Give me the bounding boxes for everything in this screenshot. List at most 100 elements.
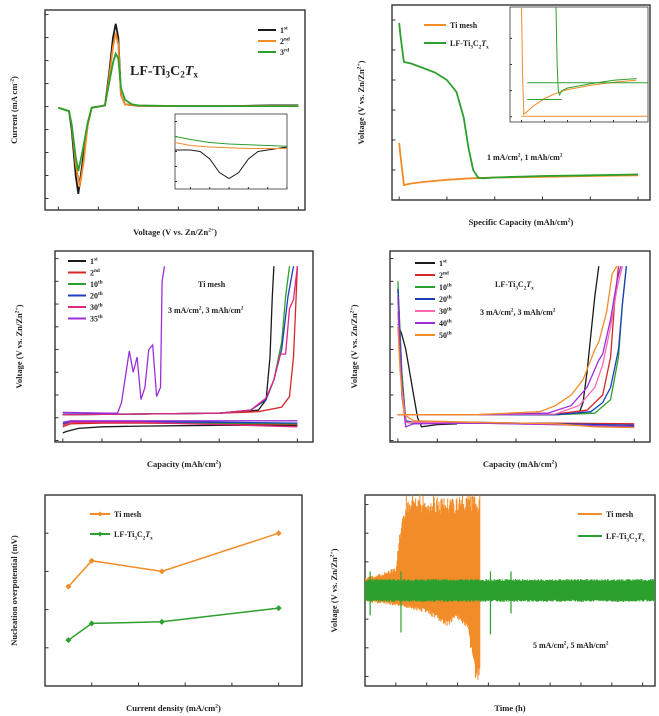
label-fragment: 2 xyxy=(439,295,443,304)
label-fragment: 0 xyxy=(443,307,447,316)
legend-label: 1st xyxy=(439,259,447,269)
label-fragment: Current (mA xyxy=(9,94,19,143)
label-fragment: 2 xyxy=(215,704,218,710)
label-fragment: T xyxy=(637,532,643,541)
label-fragment: Ti mesh xyxy=(606,510,634,519)
legend-label: 3rd xyxy=(280,48,289,58)
legend-label: Ti mesh xyxy=(606,510,634,519)
label-fragment: 1 mA/ xyxy=(487,153,508,162)
series-plate-35th xyxy=(62,266,166,414)
legend-label: LF-Ti3C2Tx xyxy=(606,532,645,544)
label-fragment: 3 mA/ xyxy=(168,306,189,315)
inset-series-line xyxy=(175,142,287,149)
label-fragment: Capacity (mAh/ xyxy=(483,459,541,469)
label-fragment: cm xyxy=(9,84,19,95)
series-line-lf-ti3c2tx xyxy=(398,22,639,180)
label-fragment: 2+ xyxy=(350,307,356,313)
label-fragment: ) xyxy=(14,304,24,307)
data-point xyxy=(65,583,72,590)
annotation-label: LF-Ti3C2Tx xyxy=(130,64,198,80)
label-fragment: 5 xyxy=(94,315,98,324)
label-fragment: 1 xyxy=(280,26,284,35)
label-fragment: ) xyxy=(349,304,359,307)
series-group-d xyxy=(397,265,635,429)
label-fragment: 0 xyxy=(443,295,447,304)
label-fragment: cm xyxy=(550,153,561,162)
series-strip-30th xyxy=(62,421,298,428)
label-fragment: LF- xyxy=(606,532,619,541)
label-fragment: ) xyxy=(218,459,221,469)
label-fragment: cm xyxy=(205,459,216,469)
label-fragment: Time (h) xyxy=(494,703,525,713)
label-fragment: 1 xyxy=(439,259,443,268)
y-axis-label: Nucleation overpotential (mV) xyxy=(9,535,19,646)
series-line-lf-ti3c2tx xyxy=(67,607,279,641)
label-fragment: 3 xyxy=(166,70,171,80)
label-fragment: Capacity (mAh/ xyxy=(147,459,205,469)
label-fragment: nd xyxy=(94,268,100,274)
label-fragment: cm xyxy=(557,217,568,227)
inset-a xyxy=(175,136,287,180)
label-fragment: Zn xyxy=(349,313,359,324)
label-fragment: th xyxy=(98,314,103,320)
material-label: LF-Ti3C2Tx xyxy=(495,280,534,292)
legend-label: 1st xyxy=(90,257,98,267)
data-point xyxy=(88,620,95,627)
label-fragment: 2 xyxy=(280,37,284,46)
legend-marker xyxy=(97,511,103,517)
condition-label: 3 mA/cm2, 3 mAh/cm2 xyxy=(480,308,556,318)
condition-label: 3 mA/cm2, 3 mAh/cm2 xyxy=(168,306,244,316)
y-axis-label: Voltage (V vs. Zn/Zn2+) xyxy=(349,304,359,388)
label-fragment: 0 xyxy=(94,280,98,289)
label-fragment: st xyxy=(443,259,447,265)
y-axis-label: Voltage (V vs. Zn/Zn2+) xyxy=(14,304,24,388)
label-fragment: 3 xyxy=(626,538,629,544)
label-fragment: cm xyxy=(543,308,554,317)
label-fragment: ) xyxy=(554,459,557,469)
label-fragment: 2+ xyxy=(15,307,21,313)
label-fragment: 0 xyxy=(94,292,98,301)
label-fragment: cm xyxy=(231,306,242,315)
series-line-ti-mesh xyxy=(67,532,279,588)
label-fragment: cm xyxy=(554,641,565,650)
label-fragment: 2 xyxy=(560,153,563,159)
label-fragment: Voltage (V vs. Zn/ xyxy=(133,227,198,237)
label-fragment: C xyxy=(629,532,635,541)
label-fragment: 2 xyxy=(635,538,638,544)
legend-label: 30th xyxy=(90,303,103,313)
label-fragment: cm xyxy=(189,306,200,315)
material-label: Ti mesh xyxy=(198,280,226,289)
legend-label: 1st xyxy=(280,26,288,36)
label-fragment: -2 xyxy=(10,79,16,84)
label-fragment: Ti xyxy=(619,532,627,541)
label-fragment: C xyxy=(473,39,479,48)
legend-label: 20th xyxy=(439,295,452,305)
inset-series-line xyxy=(175,146,287,180)
label-fragment: , 3 mAh/ xyxy=(513,308,543,317)
label-fragment: LF- xyxy=(130,64,153,79)
label-fragment: 0 xyxy=(443,331,447,340)
series-strip-1st xyxy=(62,424,298,434)
label-fragment: 2+ xyxy=(330,551,336,557)
label-fragment: cm xyxy=(204,703,215,713)
label-fragment: ) xyxy=(571,217,574,227)
plot-frame xyxy=(174,113,288,190)
label-fragment: nd xyxy=(284,37,290,43)
label-fragment: th xyxy=(447,307,452,313)
series-trace-lf-ti3c2tx xyxy=(365,579,655,602)
label-fragment: 4 xyxy=(439,319,443,328)
label-fragment: C xyxy=(137,530,143,539)
label-fragment: th xyxy=(447,319,452,325)
label-fragment: th xyxy=(447,295,452,301)
label-fragment: Ti xyxy=(508,280,516,289)
label-fragment: 2 xyxy=(90,269,94,278)
label-fragment: st xyxy=(94,257,98,263)
label-fragment: th xyxy=(98,291,103,297)
label-fragment: cm xyxy=(508,153,519,162)
legend-label: 20th xyxy=(90,291,103,301)
label-fragment: 1 xyxy=(90,257,94,266)
legend-label: 2nd xyxy=(90,268,100,278)
series-plate-50th xyxy=(397,265,618,416)
label-fragment: cm xyxy=(596,641,607,650)
legend-label: 30th xyxy=(439,307,452,317)
